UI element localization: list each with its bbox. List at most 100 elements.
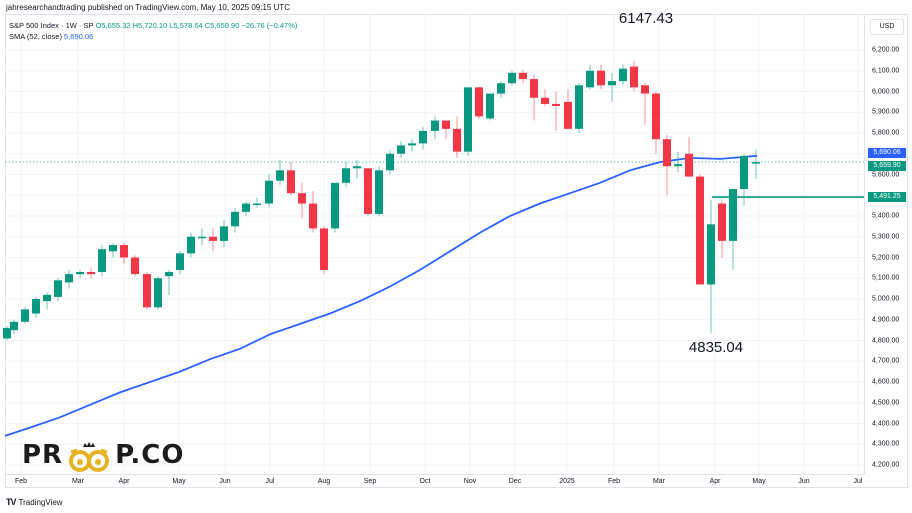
candle-up[interactable] bbox=[187, 236, 195, 254]
price-tick: 6,200.00 bbox=[872, 46, 900, 54]
candle-up[interactable] bbox=[408, 143, 416, 146]
tradingview-brand-label: TradingView bbox=[18, 497, 63, 507]
candle-down[interactable] bbox=[143, 274, 151, 308]
candle-down[interactable] bbox=[641, 85, 649, 94]
candle-up[interactable] bbox=[43, 294, 51, 302]
candle-down[interactable] bbox=[696, 176, 704, 285]
candle-down[interactable] bbox=[442, 120, 450, 129]
candle-up[interactable] bbox=[375, 170, 383, 214]
candle-up[interactable] bbox=[265, 180, 273, 204]
candle-up[interactable] bbox=[397, 145, 405, 154]
candle-down[interactable] bbox=[475, 87, 483, 117]
candle-up[interactable] bbox=[353, 166, 361, 169]
candle-up[interactable] bbox=[165, 272, 173, 277]
price-tag: 5,690.06 bbox=[868, 147, 906, 158]
candle-up[interactable] bbox=[242, 203, 250, 212]
candle-up[interactable] bbox=[740, 155, 748, 190]
sma-label: SMA (52, close) bbox=[9, 32, 62, 41]
candle-down[interactable] bbox=[630, 66, 638, 88]
time-tick: Jun bbox=[798, 478, 810, 485]
candle-up[interactable] bbox=[3, 328, 11, 339]
candle-down[interactable] bbox=[453, 128, 461, 152]
logo-text-left: PR bbox=[22, 440, 64, 470]
currency-button[interactable]: USD bbox=[870, 19, 904, 35]
tradingview-logo-icon: TV bbox=[6, 497, 16, 507]
candle-up[interactable] bbox=[98, 249, 106, 273]
candle-down[interactable] bbox=[564, 101, 572, 129]
candle-up[interactable] bbox=[65, 274, 73, 283]
time-tick: Mar bbox=[71, 478, 85, 485]
candle-down[interactable] bbox=[663, 139, 671, 167]
price-tag: 5,659.90 bbox=[868, 161, 906, 172]
candle-up[interactable] bbox=[109, 245, 117, 252]
price-tick: 4,800.00 bbox=[872, 337, 900, 344]
candle-down[interactable] bbox=[87, 272, 95, 275]
candle-up[interactable] bbox=[608, 81, 616, 86]
candle-up[interactable] bbox=[220, 226, 228, 241]
time-axis[interactable] bbox=[5, 474, 864, 489]
time-tick: Jul bbox=[265, 478, 275, 485]
candle-up[interactable] bbox=[497, 83, 505, 94]
candle-up[interactable] bbox=[231, 211, 239, 227]
candle-down[interactable] bbox=[298, 193, 306, 204]
candle-up[interactable] bbox=[586, 70, 594, 88]
candle-up[interactable] bbox=[575, 85, 583, 129]
time-tick: Feb bbox=[14, 478, 28, 485]
candle-up[interactable] bbox=[198, 236, 206, 239]
candle-up[interactable] bbox=[10, 321, 18, 331]
tradingview-footer[interactable]: TV TradingView bbox=[6, 497, 63, 507]
symbol-label: S&P 500 Index · 1W · SP bbox=[9, 21, 94, 30]
price-tick: 4,500.00 bbox=[872, 399, 900, 407]
candle-down[interactable] bbox=[309, 203, 317, 229]
candle-up[interactable] bbox=[331, 182, 339, 229]
candle-down[interactable] bbox=[131, 257, 139, 275]
candle-up[interactable] bbox=[508, 72, 516, 84]
candle-down[interactable] bbox=[287, 170, 295, 194]
candle-up[interactable] bbox=[729, 189, 737, 241]
time-tick: Mar bbox=[652, 478, 666, 485]
candle-up[interactable] bbox=[419, 130, 427, 144]
candle-down[interactable] bbox=[685, 153, 693, 177]
time-tick: Dec bbox=[508, 478, 522, 485]
candle-down[interactable] bbox=[718, 203, 726, 241]
candle-up[interactable] bbox=[76, 272, 84, 275]
candle-up[interactable] bbox=[276, 170, 284, 181]
low-value: L5,578.64 bbox=[169, 21, 203, 30]
candle-down[interactable] bbox=[541, 97, 549, 104]
candle-down[interactable] bbox=[320, 228, 328, 270]
price-tick: 4,200.00 bbox=[872, 461, 900, 469]
candle-up[interactable] bbox=[431, 120, 439, 131]
ohlc-legend-row: S&P 500 Index · 1W · SP O5,655.32 H5,720… bbox=[9, 20, 297, 31]
candle-down[interactable] bbox=[597, 70, 605, 86]
low-annotation: 4835.04 bbox=[688, 339, 744, 356]
candle-up[interactable] bbox=[154, 278, 162, 308]
candle-down[interactable] bbox=[552, 103, 560, 107]
candle-up[interactable] bbox=[54, 280, 62, 297]
candle-down[interactable] bbox=[209, 236, 217, 241]
candle-down[interactable] bbox=[652, 93, 660, 140]
candle-up[interactable] bbox=[342, 168, 350, 183]
sma-line bbox=[4, 154, 758, 437]
candle-up[interactable] bbox=[464, 87, 472, 152]
candle-up[interactable] bbox=[386, 153, 394, 171]
owl-crown-icon bbox=[65, 442, 113, 472]
candle-up[interactable] bbox=[32, 299, 40, 314]
candle-up[interactable] bbox=[486, 93, 494, 119]
candle-down[interactable] bbox=[364, 168, 372, 214]
open-value: O5,655.32 bbox=[95, 21, 131, 30]
candle-down[interactable] bbox=[519, 72, 527, 80]
candle-up[interactable] bbox=[707, 224, 715, 285]
time-tick: Oct bbox=[419, 478, 431, 485]
candle-up[interactable] bbox=[752, 162, 760, 164]
candle-up[interactable] bbox=[253, 203, 261, 206]
candle-down[interactable] bbox=[530, 79, 538, 98]
candle-up[interactable] bbox=[674, 164, 682, 167]
candle-up[interactable] bbox=[21, 309, 29, 322]
price-axis[interactable] bbox=[864, 14, 909, 474]
candle-up[interactable] bbox=[176, 253, 184, 270]
candle-down[interactable] bbox=[120, 245, 128, 258]
time-tick: Aug bbox=[317, 478, 331, 485]
sma-value: 5,690.06 bbox=[64, 32, 94, 41]
candle-up[interactable] bbox=[619, 68, 627, 82]
